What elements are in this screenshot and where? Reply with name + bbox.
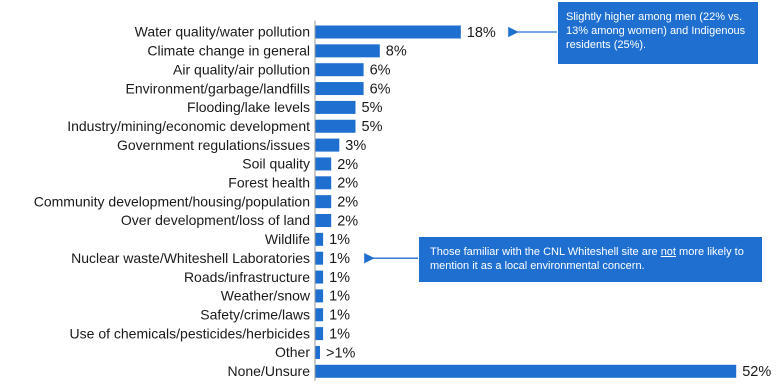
- callout-nuclear-waste: Those familiar with the CNL Whiteshell s…: [419, 237, 762, 282]
- category-label-none-unsure: None/Unsure: [228, 363, 311, 379]
- bar-wildlife: [315, 232, 324, 246]
- category-label-climate-change-in-general: Climate change in general: [147, 43, 310, 59]
- category-label-flooding-lake-levels: Flooding/lake levels: [187, 99, 310, 115]
- category-label-industry-mining-economic-development: Industry/mining/economic development: [67, 118, 310, 134]
- value-label-wildlife: 1%: [329, 232, 350, 248]
- value-label-environment-garbage-landfills: 6%: [370, 81, 391, 97]
- callout-nuclear-text-after: more likely to mention it as a local env…: [430, 246, 744, 272]
- value-label-forest-health: 2%: [337, 176, 358, 192]
- category-label-government-regulations-issues: Government regulations/issues: [117, 137, 310, 153]
- category-label-environment-garbage-landfills: Environment/garbage/landfills: [126, 80, 310, 96]
- bar-government-regulations-issues: [315, 138, 340, 152]
- category-labels: Water quality/water pollution Climate cha…: [34, 24, 311, 379]
- category-label-over-development-loss-of-land: Over development/loss of land: [121, 212, 310, 228]
- bar-roads-infrastructure: [315, 270, 324, 284]
- category-label-forest-health: Forest health: [228, 175, 310, 191]
- category-label-community-development-housing-population: Community development/housing/population: [34, 193, 310, 209]
- bar-forest-health: [315, 176, 332, 190]
- callout-water-quality: Slightly higher among men (22% vs. 13% a…: [558, 2, 758, 64]
- category-label-air-quality-air-pollution: Air quality/air pollution: [173, 61, 310, 77]
- bar-use-of-chemicals-pesticides-herbicides: [315, 327, 324, 341]
- category-label-wildlife: Wildlife: [265, 231, 310, 247]
- value-label-use-of-chemicals-pesticides-herbicides: 1%: [329, 326, 350, 342]
- category-label-nuclear-waste-whiteshell-laboratories: Nuclear waste/Whiteshell Laboratories: [71, 250, 310, 266]
- bar-none-unsure: [315, 364, 737, 378]
- value-label-weather-snow: 1%: [329, 289, 350, 305]
- bar-soil-quality: [315, 157, 332, 171]
- bar-air-quality-air-pollution: [315, 63, 364, 77]
- value-label-government-regulations-issues: 3%: [345, 138, 366, 154]
- bar-other: [315, 345, 320, 359]
- bars: [315, 25, 737, 378]
- category-label-roads-infrastructure: Roads/infrastructure: [184, 269, 310, 285]
- callout-water-quality-text: Slightly higher among men (22% vs. 13% a…: [566, 11, 746, 51]
- value-label-other: >1%: [326, 345, 356, 361]
- category-label-weather-snow: Weather/snow: [221, 288, 311, 304]
- value-label-water-quality-water-pollution: 18%: [467, 25, 496, 41]
- bar-nuclear-waste-whiteshell-laboratories: [315, 251, 324, 265]
- value-label-safety-crime-laws: 1%: [329, 308, 350, 324]
- callout-nuclear-text-underlined: not: [660, 246, 676, 258]
- bar-flooding-lake-levels: [315, 100, 356, 114]
- bar-weather-snow: [315, 289, 324, 303]
- value-label-soil-quality: 2%: [337, 157, 358, 173]
- value-label-flooding-lake-levels: 5%: [362, 100, 383, 116]
- value-labels: 18% 8% 6% 6% 5% 5% 3% 2% 2% 2% 2% 1% 1% 1% 1% 1% 1% >1% 52…: [326, 25, 771, 380]
- category-label-use-of-chemicals-pesticides-herbicides: Use of chemicals/pesticides/herbicides: [70, 325, 310, 341]
- value-label-community-development-housing-population: 2%: [337, 194, 358, 210]
- bar-safety-crime-laws: [315, 308, 324, 322]
- bar-environment-garbage-landfills: [315, 82, 364, 96]
- category-label-other: Other: [275, 344, 310, 360]
- callout-arrows: [364, 26, 557, 264]
- value-label-roads-infrastructure: 1%: [329, 270, 350, 286]
- value-label-climate-change-in-general: 8%: [386, 44, 407, 60]
- value-label-industry-mining-economic-development: 5%: [362, 119, 383, 135]
- value-label-nuclear-waste-whiteshell-laboratories: 1%: [329, 251, 350, 267]
- callout-nuclear-text-before: Those familiar with the CNL Whiteshell s…: [430, 246, 661, 258]
- bar-industry-mining-economic-development: [315, 119, 356, 133]
- value-label-none-unsure: 52%: [742, 364, 771, 380]
- category-label-safety-crime-laws: Safety/crime/laws: [200, 306, 310, 322]
- value-label-air-quality-air-pollution: 6%: [370, 63, 391, 79]
- bar-climate-change-in-general: [315, 44, 380, 58]
- bar-water-quality-water-pollution: [315, 25, 461, 39]
- category-label-soil-quality: Soil quality: [242, 156, 310, 172]
- bar-community-development-housing-population: [315, 195, 332, 209]
- value-label-over-development-loss-of-land: 2%: [337, 213, 358, 229]
- bar-over-development-loss-of-land: [315, 214, 332, 227]
- category-label-water-quality-water-pollution: Water quality/water pollution: [135, 24, 310, 40]
